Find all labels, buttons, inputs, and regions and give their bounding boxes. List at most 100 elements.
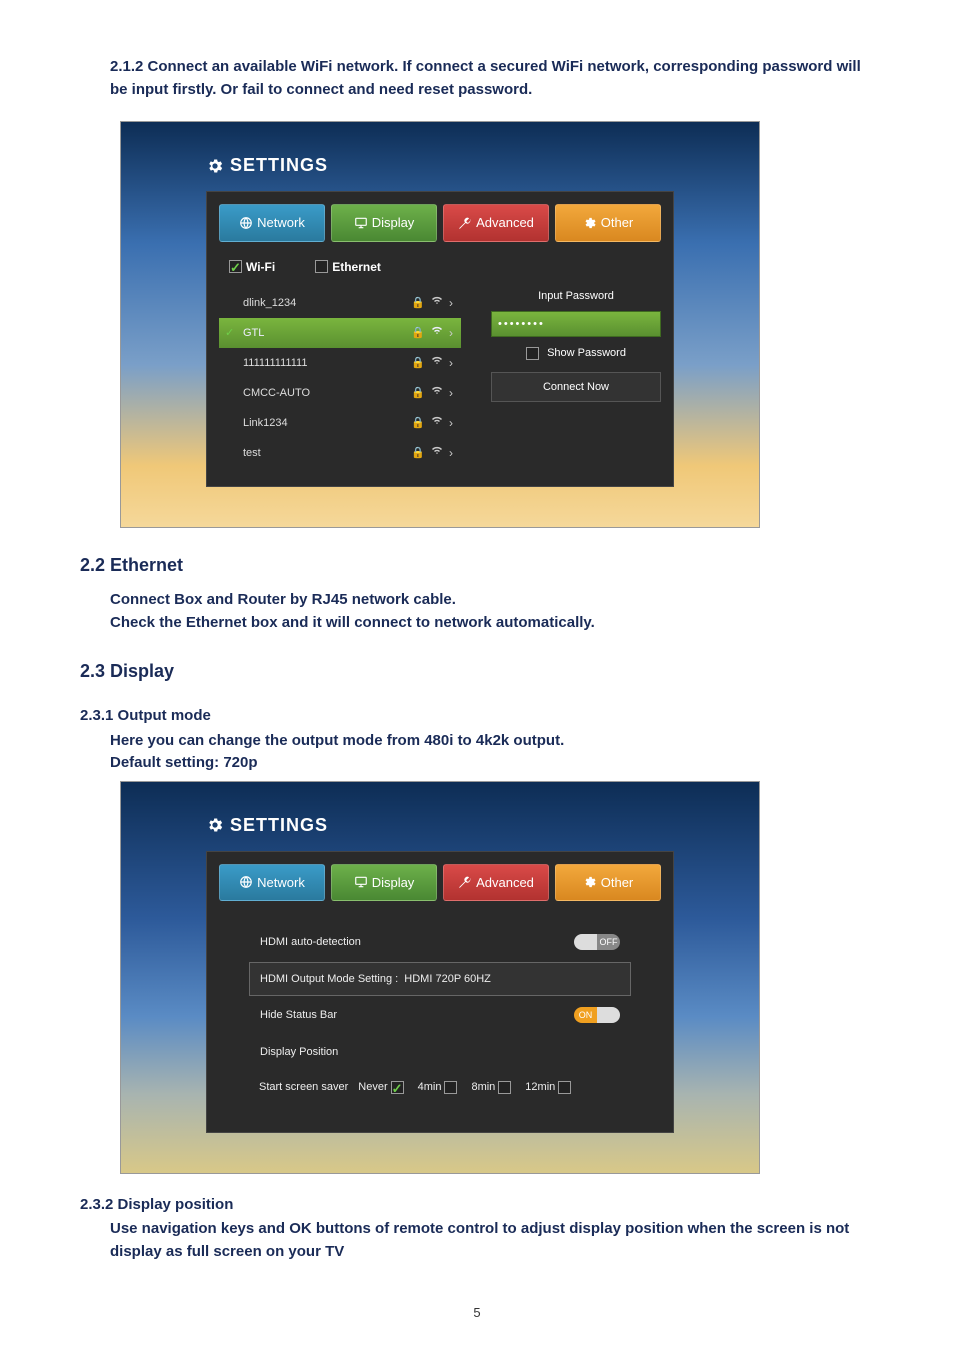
ss-opt-never[interactable]: Never: [358, 1079, 407, 1096]
gear-icon: [583, 875, 597, 889]
ss-opt-label: 12min: [525, 1079, 555, 1096]
show-password-label: Show Password: [547, 345, 626, 362]
ss-opt-8min[interactable]: 8min: [471, 1079, 515, 1096]
lock-icon: 🔒: [411, 325, 425, 342]
settings-title-label: SETTINGS: [230, 812, 328, 839]
hdmi-auto-detection-row[interactable]: HDMI auto-detection OFF: [249, 925, 631, 960]
checkbox-icon: [444, 1081, 457, 1094]
wifi-ssid: test: [243, 445, 411, 462]
section-2-3-1-body2: Default setting: 720p: [110, 752, 874, 775]
tab-advanced[interactable]: Advanced: [443, 204, 549, 242]
settings-title-label: SETTINGS: [230, 152, 328, 179]
wifi-row[interactable]: Link1234🔒›: [219, 408, 461, 438]
chevron-right-icon: ›: [449, 444, 453, 462]
lock-icon: 🔒: [411, 295, 425, 312]
hide-status-label: Hide Status Bar: [260, 1007, 574, 1024]
lock-icon: 🔒: [411, 385, 425, 402]
wifi-icon: [431, 444, 443, 462]
wifi-icon: [431, 324, 443, 342]
screenshot-wifi-settings: SETTINGS Network Display Advanced Other …: [120, 121, 760, 528]
section-2-3-2-body: Use navigation keys and OK buttons of re…: [110, 1218, 874, 1263]
settings-panel: Network Display Advanced Other HDMI auto…: [206, 851, 674, 1133]
lock-icon: 🔒: [411, 445, 425, 462]
ss-opt-label: 8min: [471, 1079, 495, 1096]
toggle-on[interactable]: ON: [574, 1007, 620, 1023]
chevron-right-icon: ›: [449, 324, 453, 342]
ss-opt-4min[interactable]: 4min: [418, 1079, 462, 1096]
hide-status-bar-row[interactable]: Hide Status Bar ON: [249, 998, 631, 1033]
show-password-checkbox[interactable]: Show Password: [491, 345, 661, 362]
tab-other[interactable]: Other: [555, 864, 661, 902]
wifi-row[interactable]: test🔒 ›: [219, 438, 461, 468]
chevron-right-icon: ›: [449, 414, 453, 432]
ethernet-label: Ethernet: [332, 260, 381, 274]
toggle-off-label: OFF: [597, 934, 620, 950]
wifi-ssid: dlink_1234: [243, 295, 411, 312]
screenshot-display-settings: SETTINGS Network Display Advanced Other: [120, 781, 760, 1174]
wifi-ssid: GTL: [243, 325, 411, 342]
connect-now-button[interactable]: Connect Now: [491, 372, 661, 403]
wifi-row[interactable]: dlink_1234🔒 ›: [219, 288, 461, 318]
chevron-right-icon: ›: [449, 294, 453, 312]
password-panel: Input Password •••••••• Show Password Co…: [491, 288, 661, 468]
hdmi-output-mode-row[interactable]: HDMI Output Mode Setting : HDMI 720P 60H…: [249, 962, 631, 997]
tab-network[interactable]: Network: [219, 204, 325, 242]
ethernet-checkbox[interactable]: Ethernet: [315, 256, 381, 279]
display-position-row[interactable]: Display Position: [249, 1035, 631, 1070]
hdmi-auto-label: HDMI auto-detection: [260, 934, 574, 951]
lock-icon: 🔒: [411, 355, 425, 372]
checkbox-icon: [229, 260, 242, 273]
wifi-icon: [431, 294, 443, 312]
wifi-ssid: 111111111111: [243, 355, 411, 372]
chevron-right-icon: ›: [449, 354, 453, 372]
tab-display[interactable]: Display: [331, 204, 437, 242]
toggle-knob: [597, 1007, 620, 1023]
wifi-row[interactable]: 111111111111🔒 ›: [219, 348, 461, 378]
tab-network-label: Network: [257, 213, 305, 233]
ss-opt-label: Never: [358, 1079, 387, 1096]
ss-opt-label: 4min: [418, 1079, 442, 1096]
tab-other[interactable]: Other: [555, 204, 661, 242]
section-2-2-body2: Check the Ethernet box and it will conne…: [110, 612, 874, 635]
tab-advanced[interactable]: Advanced: [443, 864, 549, 902]
tabs: Network Display Advanced Other: [219, 204, 661, 242]
ss-opt-12min[interactable]: 12min: [525, 1079, 575, 1096]
section-2-2-title: 2.2 Ethernet: [80, 552, 874, 579]
output-mode-label: HDMI Output Mode Setting :: [260, 971, 398, 988]
checkbox-icon: [498, 1081, 511, 1094]
output-mode-value: HDMI 720P 60HZ: [404, 971, 491, 988]
chevron-right-icon: ›: [449, 384, 453, 402]
tabs: Network Display Advanced Other: [219, 864, 661, 902]
wifi-icon: [431, 414, 443, 432]
wifi-row[interactable]: CMCC-AUTO🔒 ›: [219, 378, 461, 408]
globe-icon: [239, 875, 253, 889]
tools-icon: [458, 216, 472, 230]
checkbox-icon: [315, 260, 328, 273]
tab-network[interactable]: Network: [219, 864, 325, 902]
tools-icon: [458, 875, 472, 889]
checkbox-icon: [558, 1081, 571, 1094]
tab-display-label: Display: [372, 873, 415, 893]
monitor-icon: [354, 875, 368, 889]
section-2-1-2-text: 2.1.2 Connect an available WiFi network.…: [110, 56, 874, 101]
wifi-checkbox[interactable]: Wi-Fi: [229, 256, 275, 279]
checkbox-icon: [526, 347, 539, 360]
password-title: Input Password: [491, 288, 661, 305]
globe-icon: [239, 216, 253, 230]
page-number: 5: [80, 1303, 874, 1323]
tab-display[interactable]: Display: [331, 864, 437, 902]
tab-other-label: Other: [601, 873, 634, 893]
tab-display-label: Display: [372, 213, 415, 233]
wifi-ssid: CMCC-AUTO: [243, 385, 411, 402]
settings-header: SETTINGS: [206, 812, 674, 839]
tab-other-label: Other: [601, 213, 634, 233]
screen-saver-label: Start screen saver: [259, 1079, 348, 1096]
settings-panel: Network Display Advanced Other Wi-Fi Eth…: [206, 191, 674, 487]
gear-icon: [583, 216, 597, 230]
password-input[interactable]: ••••••••: [491, 311, 661, 338]
wifi-list: dlink_1234🔒› ✓GTL🔒› 111111111111🔒› CMCC-…: [219, 288, 461, 468]
toggle-on-label: ON: [574, 1007, 597, 1023]
checkbox-icon: [391, 1081, 404, 1094]
toggle-off[interactable]: OFF: [574, 934, 620, 950]
wifi-row-selected[interactable]: ✓GTL🔒›: [219, 318, 461, 348]
